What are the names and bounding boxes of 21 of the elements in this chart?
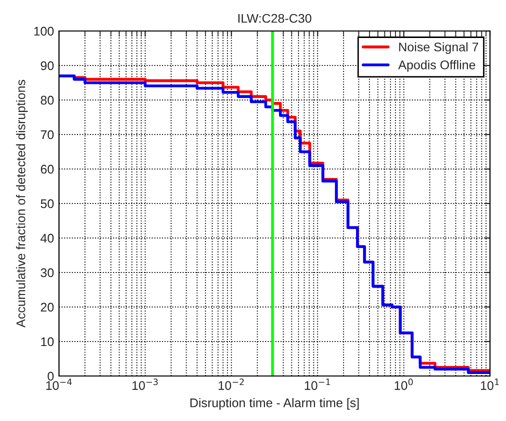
y-tick-label: 30 xyxy=(40,268,54,278)
y-tick-label: 80 xyxy=(40,96,54,105)
y-axis-title: Accumulative fraction of detected disruptions xyxy=(16,80,28,328)
y-tick-label: 0 xyxy=(48,372,54,381)
x-tick-label: 10$^{1}$ xyxy=(480,378,499,390)
x-tick-label: 10$^{0}$ xyxy=(394,378,413,390)
x-tick-label: 10$^{−1}$ xyxy=(304,378,330,390)
x-axis-title: Disruption time - Alarm time [s] xyxy=(190,398,359,410)
y-tick-label: 100 xyxy=(34,26,54,36)
y-tick-label: 10 xyxy=(41,337,54,346)
x-tick-label: 10$^{−2}$ xyxy=(218,378,244,390)
y-tick-label: 90 xyxy=(40,61,54,70)
y-tick-label: 60 xyxy=(40,164,54,174)
y-tick-label: 50 xyxy=(40,199,54,208)
x-tick-label: 10$^{−3}$ xyxy=(132,378,158,390)
chart-title: ILW:C28-C30 xyxy=(238,14,312,23)
y-tick-label: 20 xyxy=(40,302,54,312)
y-tick-label: 40 xyxy=(40,234,54,243)
y-tick-label: 70 xyxy=(40,130,54,140)
legend-label: Apodis Offline xyxy=(398,60,476,72)
legend-label: Noise Signal 7 xyxy=(399,42,478,54)
